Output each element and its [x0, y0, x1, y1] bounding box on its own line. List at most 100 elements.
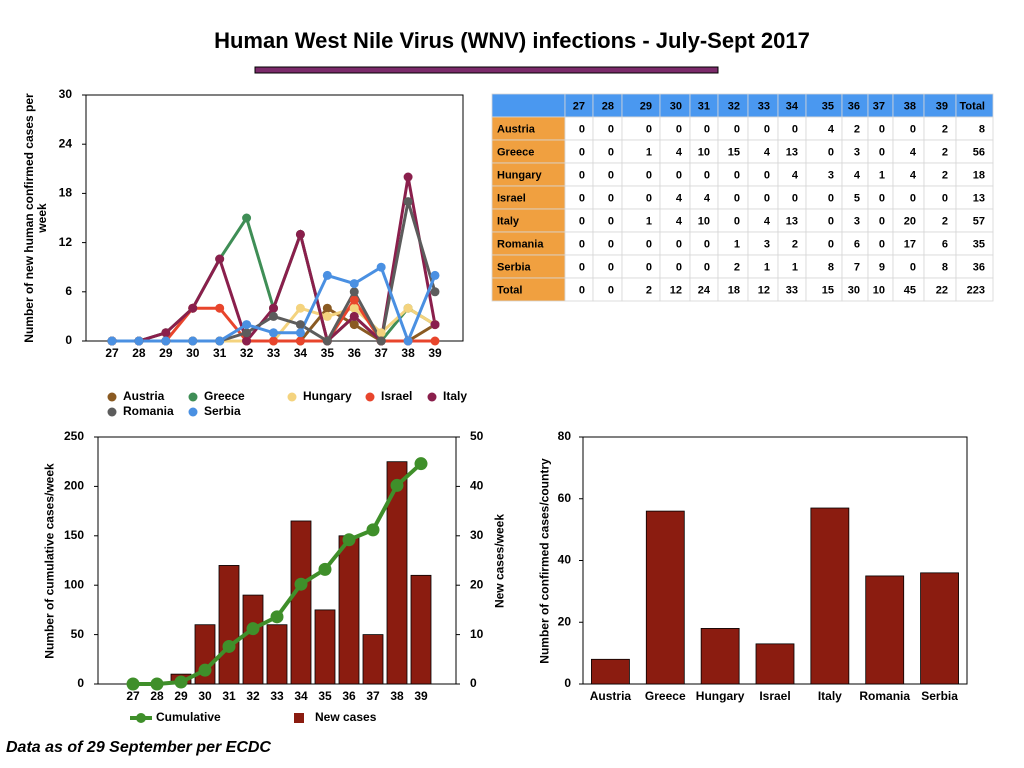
point — [295, 303, 305, 313]
table-text: 4 — [910, 169, 917, 181]
table-text: 0 — [828, 146, 834, 158]
point — [294, 577, 308, 591]
point — [295, 229, 305, 239]
x-tick-label: Hungary — [696, 689, 745, 703]
y-tick-label: 200 — [64, 479, 84, 493]
table-text: Serbia — [497, 261, 532, 273]
bar — [920, 572, 959, 685]
x-tick-label: 35 — [318, 689, 332, 703]
table-text: 13 — [786, 146, 798, 158]
table-text: 56 — [973, 146, 985, 158]
table-text: 29 — [640, 100, 652, 112]
table-text: 2 — [942, 123, 948, 135]
point — [376, 336, 386, 346]
table-text: 35 — [973, 238, 985, 250]
point — [188, 336, 198, 346]
x-tick-label: 38 — [390, 689, 404, 703]
table-text: 0 — [910, 123, 916, 135]
y-tick-label: 150 — [64, 528, 84, 542]
table-cell — [621, 139, 661, 164]
table-text: 8 — [942, 261, 948, 273]
table-text: 8 — [828, 261, 834, 273]
table-text: 1 — [879, 169, 885, 181]
table-cell — [923, 254, 957, 279]
point — [403, 336, 413, 346]
table-text: 2 — [792, 238, 798, 250]
x-tick-label: 30 — [198, 689, 212, 703]
legend-label: Italy — [443, 389, 467, 403]
bar — [290, 520, 312, 685]
y-tick-label: 0 — [564, 676, 571, 690]
legend-marker — [427, 392, 437, 402]
table-text: 0 — [579, 238, 585, 250]
legend-marker — [365, 392, 375, 402]
table-text: 0 — [879, 238, 885, 250]
point — [349, 303, 359, 313]
table-text: 0 — [704, 261, 710, 273]
legend-label: Greece — [204, 389, 245, 403]
table-text: 20 — [904, 215, 916, 227]
table-cell — [955, 116, 994, 141]
x-tick-label: 28 — [132, 346, 146, 360]
table-text: Hungary — [497, 169, 543, 181]
table-text: 33 — [758, 100, 770, 112]
x-tick-label: Romania — [859, 689, 910, 703]
point — [403, 172, 413, 182]
table-text: 0 — [828, 215, 834, 227]
table-text: 1 — [646, 146, 652, 158]
point — [215, 303, 225, 313]
table-text: 0 — [579, 123, 585, 135]
y-tick-label: 20 — [558, 614, 572, 628]
table-cell — [923, 208, 957, 233]
point — [161, 328, 171, 338]
point — [403, 197, 413, 207]
point — [349, 295, 359, 305]
table-cell — [621, 231, 661, 256]
table-text: 0 — [646, 238, 652, 250]
bar — [242, 594, 264, 685]
table-text: 1 — [764, 261, 770, 273]
table-text: 39 — [936, 100, 948, 112]
legend-marker — [294, 713, 304, 723]
table-text: 13 — [973, 192, 985, 204]
y-tick-label: 250 — [64, 429, 84, 443]
point — [269, 336, 278, 346]
table-text: 4 — [764, 215, 771, 227]
table-text: 0 — [734, 123, 740, 135]
bar — [865, 575, 905, 685]
point — [414, 457, 428, 471]
legend-label: Romania — [123, 404, 174, 418]
table-text: 0 — [910, 192, 916, 204]
y-tick-label: 40 — [558, 553, 572, 567]
y-tick-label: 6 — [65, 284, 72, 298]
table-text: 0 — [879, 146, 885, 158]
x-tick-label: 36 — [348, 346, 362, 360]
bar — [645, 510, 685, 685]
point — [188, 303, 198, 313]
point — [430, 270, 440, 280]
table-text: 0 — [792, 123, 798, 135]
table-cell — [621, 254, 661, 279]
x-tick-label: 37 — [374, 346, 388, 360]
table-cell — [892, 162, 925, 187]
footnote: Data as of 29 September per ECDC — [6, 739, 271, 756]
legend-marker — [188, 392, 198, 402]
point — [246, 622, 260, 636]
y2-tick-label: 30 — [470, 528, 484, 542]
table-text: 3 — [854, 215, 860, 227]
y2-tick-label: 0 — [470, 676, 477, 690]
table-text: 7 — [854, 261, 860, 273]
x-tick-label: 39 — [428, 346, 442, 360]
legend-marker — [136, 713, 146, 723]
point — [403, 303, 413, 313]
bar — [810, 507, 850, 685]
x-tick-label: 33 — [270, 689, 284, 703]
axis-label: Number of confirmed cases/country — [537, 457, 552, 664]
table-text: 15 — [822, 284, 834, 296]
point — [161, 336, 171, 346]
table-cell — [805, 231, 843, 256]
x-tick-label: 37 — [366, 689, 380, 703]
point — [295, 336, 305, 346]
table-text: 3 — [764, 238, 770, 250]
point — [322, 311, 332, 321]
